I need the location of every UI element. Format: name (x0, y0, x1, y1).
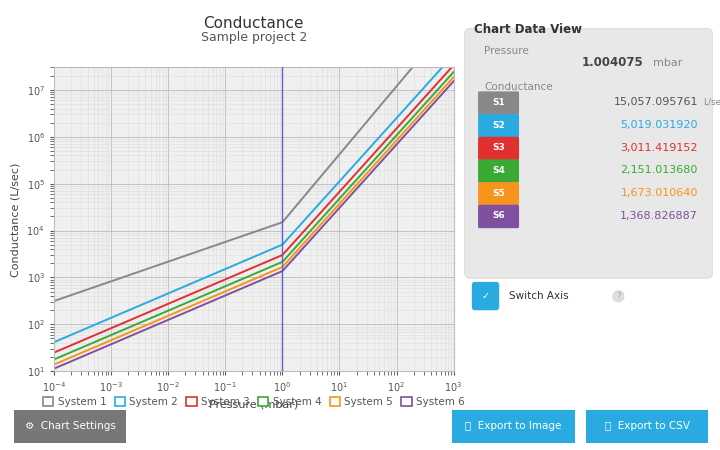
Text: 1,673.010640: 1,673.010640 (621, 188, 698, 198)
FancyBboxPatch shape (478, 91, 519, 115)
Y-axis label: Conductance (L/sec): Conductance (L/sec) (11, 162, 21, 277)
FancyBboxPatch shape (478, 137, 519, 160)
Text: ?: ? (616, 292, 621, 301)
Text: S3: S3 (492, 143, 505, 152)
Text: mbar: mbar (653, 58, 683, 68)
Text: S6: S6 (492, 211, 505, 220)
X-axis label: Pressure (mbar): Pressure (mbar) (210, 400, 298, 410)
Text: L/sec: L/sec (703, 98, 720, 107)
Text: S4: S4 (492, 166, 505, 175)
FancyBboxPatch shape (446, 408, 581, 445)
Text: 1,368.826887: 1,368.826887 (620, 211, 698, 221)
Text: Switch Axis: Switch Axis (509, 291, 569, 301)
Text: S1: S1 (492, 98, 505, 107)
FancyBboxPatch shape (9, 408, 132, 445)
FancyBboxPatch shape (478, 159, 519, 183)
FancyBboxPatch shape (472, 282, 499, 310)
Text: Pressure: Pressure (485, 45, 529, 56)
Text: 2,151.013680: 2,151.013680 (621, 165, 698, 176)
FancyBboxPatch shape (478, 182, 519, 206)
Text: 1.004075: 1.004075 (582, 56, 643, 69)
Text: ⚙  Chart Settings: ⚙ Chart Settings (24, 421, 116, 432)
Text: S2: S2 (492, 121, 505, 130)
Legend: System 1, System 2, System 3, System 4, System 5, System 6: System 1, System 2, System 3, System 4, … (39, 393, 469, 411)
Text: 🖼  Export to Image: 🖼 Export to Image (465, 421, 562, 432)
FancyBboxPatch shape (464, 29, 713, 278)
Text: 📋  Export to CSV: 📋 Export to CSV (605, 421, 690, 432)
Text: S5: S5 (492, 189, 505, 198)
Text: 5,019.031920: 5,019.031920 (621, 120, 698, 130)
Text: Sample project 2: Sample project 2 (201, 32, 307, 45)
Text: Chart Data View: Chart Data View (474, 23, 582, 36)
Text: Conductance: Conductance (485, 81, 553, 91)
Text: Conductance: Conductance (204, 16, 304, 31)
FancyBboxPatch shape (478, 205, 519, 228)
FancyBboxPatch shape (580, 408, 714, 445)
Text: 3,011.419152: 3,011.419152 (621, 143, 698, 153)
Text: ✓: ✓ (482, 291, 490, 301)
FancyBboxPatch shape (478, 114, 519, 138)
Text: 15,057.095761: 15,057.095761 (613, 97, 698, 108)
